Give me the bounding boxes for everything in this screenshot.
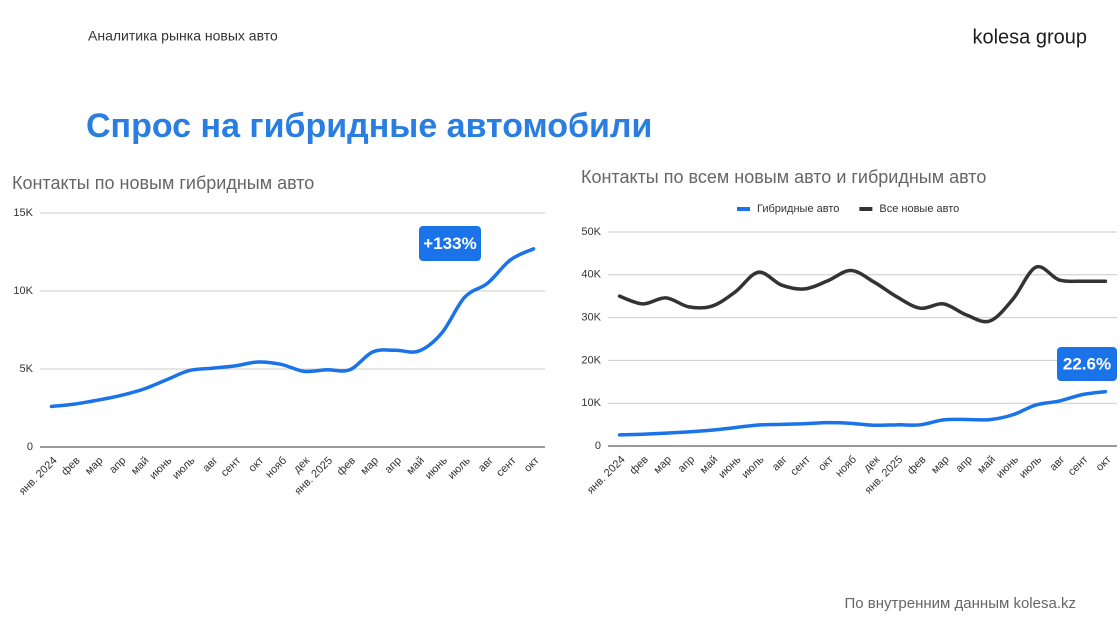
x-tick-label: июнь <box>716 454 743 481</box>
y-tick-label: 30K <box>581 312 601 324</box>
x-tick-label: мар <box>359 455 381 477</box>
y-tick-label: 0 <box>27 441 33 453</box>
x-tick-label: мар <box>929 454 951 476</box>
x-tick-label: апр <box>107 455 128 476</box>
x-tick-label: сент <box>1066 454 1091 479</box>
x-tick-label: нояб <box>263 455 289 481</box>
legend-label: Все новые авто <box>879 203 959 215</box>
annotation-box <box>1057 347 1117 381</box>
x-tick-label: июль <box>170 455 197 482</box>
x-tick-label: сент <box>494 455 519 480</box>
series-line <box>617 264 1108 324</box>
x-tick-label: апр <box>953 454 974 475</box>
y-tick-label: 0 <box>595 440 601 452</box>
series-line <box>617 389 1108 437</box>
x-tick-label: окт <box>522 455 542 475</box>
y-tick-label: 40K <box>581 269 601 281</box>
x-tick-label: июль <box>739 454 766 481</box>
chart-title: Контакты по всем новым авто и гибридным … <box>581 167 986 187</box>
x-tick-label: июль <box>446 455 473 482</box>
x-tick-label: янв. 2024 <box>585 454 628 497</box>
x-tick-label: авг <box>201 455 221 475</box>
x-tick-label: июль <box>1017 454 1044 481</box>
slide-title: Спрос на гибридные автомобили <box>86 107 652 145</box>
x-tick-label: фев <box>59 455 82 478</box>
x-tick-label: июнь <box>423 455 450 482</box>
x-tick-label: окт <box>1094 454 1114 474</box>
x-tick-label: апр <box>383 455 404 476</box>
x-tick-label: авг <box>476 455 496 475</box>
x-tick-label: нояб <box>833 454 859 480</box>
y-tick-label: 5K <box>20 363 34 375</box>
x-tick-label: сент <box>219 455 244 480</box>
x-tick-label: фев <box>905 454 928 477</box>
x-tick-label: мар <box>83 455 105 477</box>
x-tick-label: июнь <box>994 454 1021 481</box>
x-tick-label: янв. 2024 <box>17 455 60 498</box>
annotation: 22.6% <box>1063 354 1111 373</box>
y-tick-label: 50K <box>581 226 601 238</box>
x-tick-label: июнь <box>147 455 174 482</box>
x-tick-label: мар <box>652 454 674 476</box>
x-tick-label: фев <box>335 455 358 478</box>
legend-label: Гибридные авто <box>757 203 839 215</box>
x-tick-label: апр <box>676 454 697 475</box>
x-tick-label: авг <box>770 454 790 474</box>
x-tick-label: авг <box>1048 454 1068 474</box>
annotation: +133% <box>423 234 476 253</box>
annotation-box <box>419 226 481 261</box>
series-line <box>49 247 536 409</box>
y-tick-label: 10K <box>581 397 601 409</box>
x-tick-label: фев <box>628 454 651 477</box>
y-tick-label: 20K <box>581 354 601 366</box>
footer: По внутренним данным kolesa.kz <box>845 595 1076 612</box>
y-tick-label: 15K <box>13 207 33 219</box>
chart-title: Контакты по новым гибридным авто <box>12 173 314 193</box>
x-tick-label: сент <box>788 454 813 479</box>
y-tick-label: 10K <box>13 285 33 297</box>
slide-subtitle: Аналитика рынка новых авто <box>88 28 278 44</box>
logo: kolesa group <box>972 26 1087 48</box>
